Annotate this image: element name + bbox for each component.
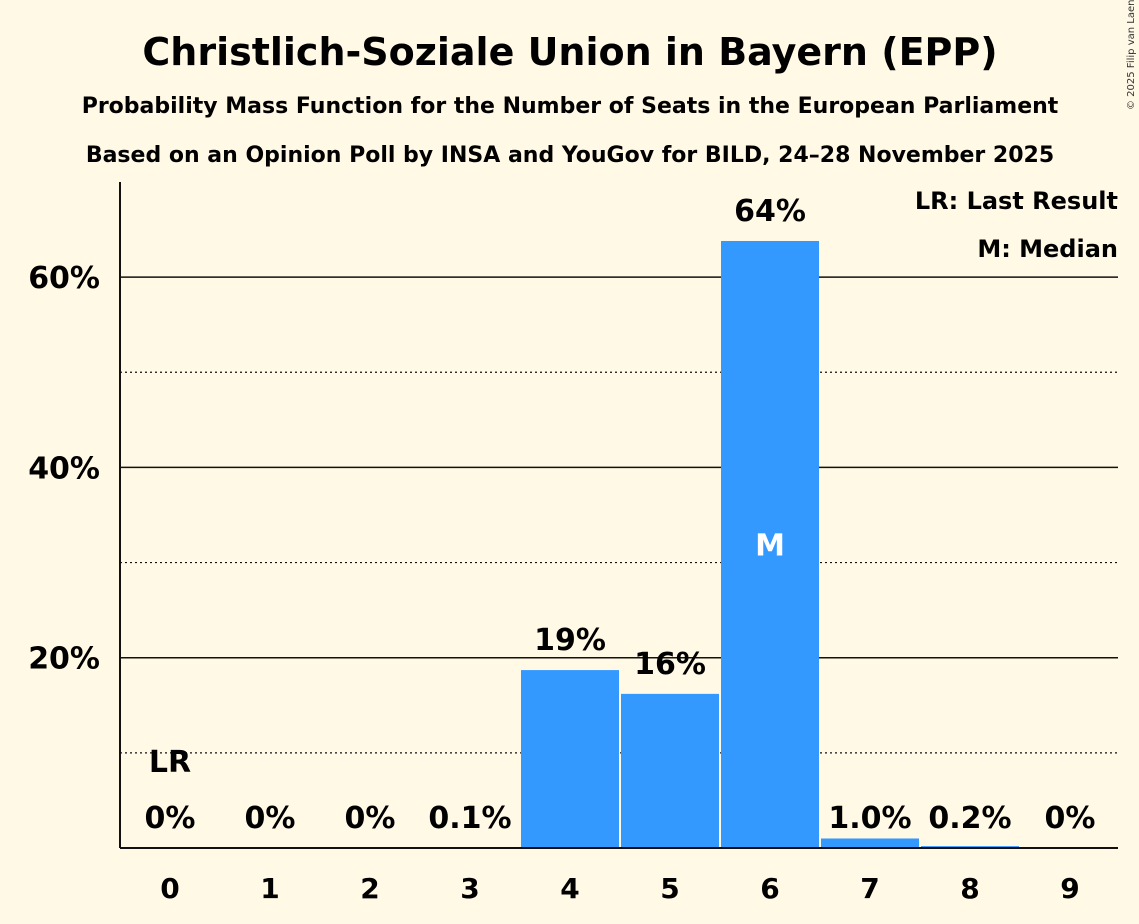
bar-5 [621, 693, 719, 848]
x-tick-label-8: 8 [960, 872, 979, 905]
bars [421, 240, 1019, 848]
bar-label-4: 19% [534, 623, 606, 658]
bar-7 [821, 838, 919, 848]
x-tick-label-0: 0 [160, 872, 179, 905]
bar-label-2: 0% [345, 801, 396, 836]
bar-labels: 0% 0% 0% 0.1% 19% 16% 64% 1.0% 0.2% 0% LR M [145, 194, 1096, 836]
x-tick-label-5: 5 [660, 872, 679, 905]
bar-label-8: 0.2% [928, 801, 1011, 836]
bar-4 [521, 670, 619, 848]
bar-label-9: 0% [1045, 801, 1096, 836]
bar-6 [721, 240, 819, 848]
bar-label-1: 0% [245, 801, 296, 836]
legend-entry: LR: Last Result [915, 187, 1118, 215]
x-tick-label-1: 1 [260, 872, 279, 905]
copyright-note: © 2025 Filip van Laenen [1126, 0, 1137, 110]
legend-entry: M: Median [977, 235, 1118, 263]
x-tick-label-9: 9 [1060, 872, 1079, 905]
median-marker: M [755, 528, 785, 563]
y-tick-label: 60% [28, 261, 100, 296]
x-tick-label-6: 6 [760, 872, 779, 905]
x-tick-label-2: 2 [360, 872, 379, 905]
bar-label-3: 0.1% [428, 801, 511, 836]
y-tick-label: 40% [28, 451, 100, 486]
chart-source: Based on an Opinion Poll by INSA and You… [86, 143, 1054, 168]
legend-background [918, 230, 1118, 268]
chart-subtitle: Probability Mass Function for the Number… [82, 94, 1059, 119]
x-tick-label-7: 7 [860, 872, 879, 905]
axes: 0 1 2 3 4 5 6 7 8 9 20% 40% 60% [28, 182, 1118, 905]
bar-label-6: 64% [734, 194, 806, 229]
x-tick-label-3: 3 [460, 872, 479, 905]
bar-label-5: 16% [634, 647, 706, 682]
legend-background [918, 182, 1118, 220]
last-result-marker: LR [149, 745, 191, 780]
legend: LR: Last Result M: Median [915, 182, 1118, 268]
chart-title: Christlich-Soziale Union in Bayern (EPP) [142, 30, 997, 74]
gridlines [120, 276, 1118, 754]
y-tick-label: 20% [28, 642, 100, 677]
bar-label-0: 0% [145, 801, 196, 836]
x-tick-label-4: 4 [560, 872, 579, 905]
bar-label-7: 1.0% [828, 801, 911, 836]
